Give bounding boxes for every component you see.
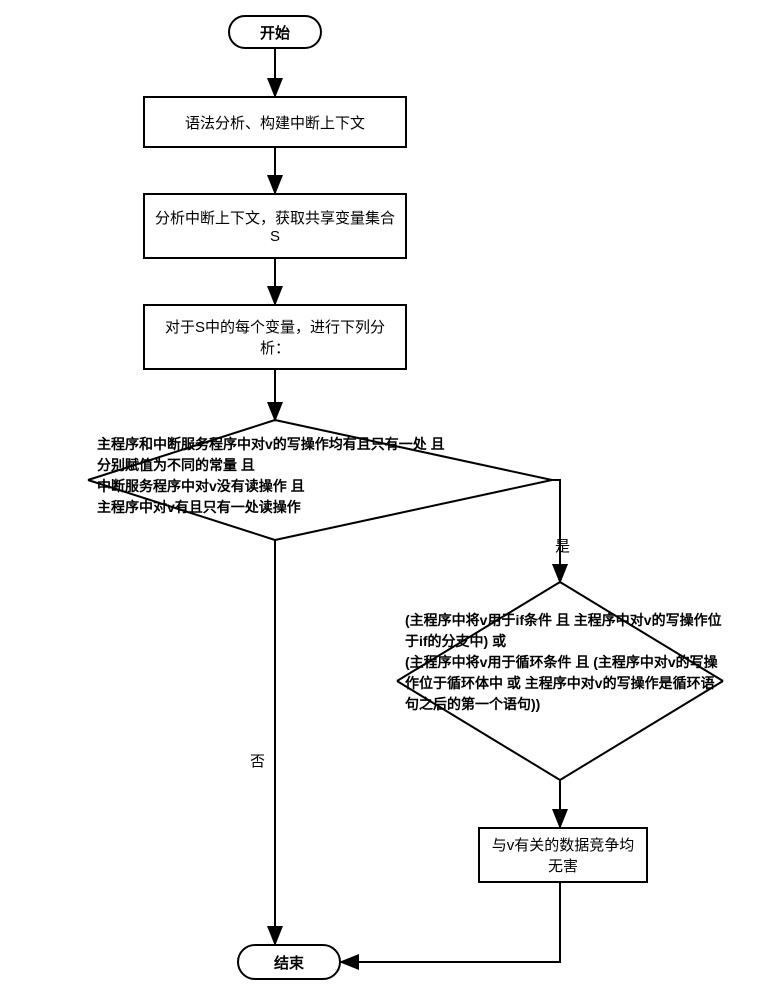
end-label: 结束 [274, 952, 304, 973]
step3-label: 对于S中的每个变量，进行下列分析： [151, 316, 399, 358]
start-node: 开始 [228, 15, 322, 49]
result-node: 与v有关的数据竞争均无害 [478, 827, 648, 883]
dec1-line0: 主程序和中断服务程序中对v的写操作均有且只有一处 且 [97, 434, 547, 455]
step1-label: 语法分析、构建中断上下文 [185, 112, 365, 133]
edge-result-end [341, 883, 560, 962]
dec2-line0: (主程序中将v用于if条件 且 主程序中对v的写操作位于if的分支中) 或 [405, 610, 725, 652]
step2-node: 分析中断上下文，获取共享变量集合S [143, 193, 407, 259]
yes-label: 是 [555, 535, 570, 556]
start-label: 开始 [260, 22, 290, 43]
dec1-line3: 主程序中对v有且只有一处读操作 [97, 497, 547, 518]
decision2-text: (主程序中将v用于if条件 且 主程序中对v的写操作位于if的分支中) 或 (主… [405, 610, 725, 715]
decision1-text: 主程序和中断服务程序中对v的写操作均有且只有一处 且 分别赋值为不同的常量 且 … [97, 434, 547, 518]
step3-node: 对于S中的每个变量，进行下列分析： [143, 304, 407, 370]
result-label: 与v有关的数据竞争均无害 [486, 834, 640, 876]
edge-dec1-dec2 [552, 480, 560, 582]
dec1-line1: 分别赋值为不同的常量 且 [97, 455, 547, 476]
end-node: 结束 [237, 944, 341, 980]
dec1-line2: 中断服务程序中对v没有读操作 且 [97, 476, 547, 497]
no-label: 否 [250, 750, 265, 771]
step1-node: 语法分析、构建中断上下文 [143, 96, 407, 148]
dec2-line1: (主程序中将v用于循环条件 且 (主程序中对v的写操作位于循环体中 或 主程序中… [405, 652, 725, 715]
step2-label: 分析中断上下文，获取共享变量集合S [151, 207, 399, 245]
